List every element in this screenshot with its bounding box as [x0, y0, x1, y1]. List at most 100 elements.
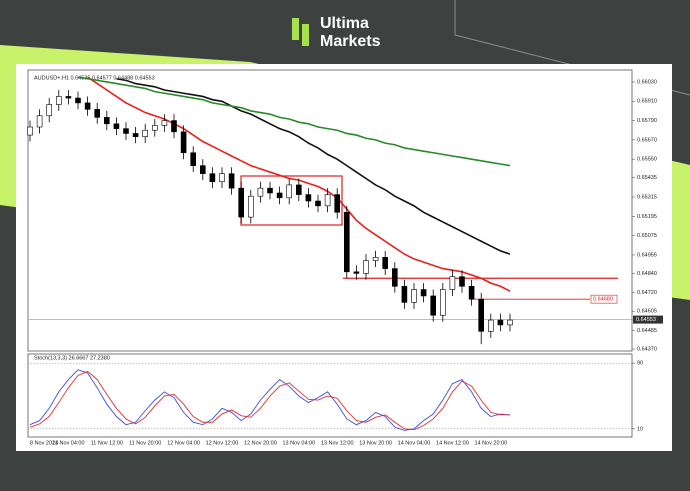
y-tick-label: 0.66030 [637, 79, 657, 85]
logo-bar [302, 24, 309, 46]
candle-body [209, 173, 216, 183]
y-tick-label: 0.65435 [637, 175, 657, 181]
y-tick-label: 0.65790 [637, 118, 657, 124]
candle-body [391, 268, 398, 287]
candle-body [248, 195, 254, 218]
candle-body [36, 115, 43, 128]
y-tick-label: 0.64720 [637, 290, 657, 296]
candle-body [123, 128, 129, 134]
candle-body [238, 187, 244, 218]
y-tick-label: 0.64370 [637, 346, 657, 352]
candle-body [161, 120, 168, 126]
candle-body [257, 187, 264, 197]
indicator-title: Stoch(13,3,3) 26.6667 27.2380 [34, 355, 110, 361]
candle-body [55, 96, 62, 105]
candle-body [286, 184, 293, 199]
candle-body [46, 104, 53, 117]
candle-body [276, 192, 283, 199]
x-tick-label: 14 Nov 12:00 [436, 440, 469, 446]
current-price-label: 0.64553 [636, 317, 656, 323]
candle-body [219, 173, 225, 183]
y-tick-label: 90 [637, 361, 643, 367]
candle-body [353, 271, 360, 274]
candle-body [487, 319, 494, 332]
candle-body [478, 298, 485, 332]
y-tick-label: 0.65550 [637, 157, 657, 163]
x-tick-label: 11 Nov 04:00 [52, 440, 84, 446]
y-tick-label: 0.65315 [637, 194, 657, 200]
candle-body [180, 131, 187, 154]
candle-body [497, 319, 504, 326]
indicator-line [77, 76, 511, 167]
x-tick-label: 13 Nov 20:00 [359, 440, 392, 446]
candle-body [420, 289, 427, 297]
indicator-line [29, 370, 510, 431]
candle-body [468, 285, 475, 300]
x-tick-label: 12 Nov 20:00 [244, 440, 277, 446]
plot: 0.66030 0.65910 0.65790 0.65670 0.65550 0.654… [27, 76, 663, 446]
y-tick-label: 0.64605 [637, 309, 657, 315]
chart-title: AUDUSD+,H1 0.64535 0.64577 0.64488 0.645… [34, 75, 155, 81]
y-tick-label: 0.64955 [637, 252, 657, 258]
y-tick-label: 0.65195 [637, 214, 657, 220]
candle-body [430, 295, 437, 316]
x-tick-label: 11 Nov 12:00 [91, 440, 123, 446]
y-tick-label: 0.65910 [637, 99, 657, 105]
candle-body [372, 257, 379, 261]
brand-line: Ultima [320, 15, 369, 32]
candle-body [190, 152, 196, 166]
x-tick-label: 13 Nov 12:00 [321, 440, 354, 446]
stoch-frame [27, 353, 633, 438]
brand-line: Markets [320, 33, 381, 50]
candle-body [228, 173, 235, 189]
candle-body [75, 97, 81, 104]
candle-body [363, 260, 369, 274]
candle-body [305, 194, 312, 202]
candle-body [171, 120, 177, 133]
x-tick-label: 11 Nov 20:00 [129, 440, 161, 446]
y-tick-label: 0.64840 [637, 271, 657, 277]
y-tick-label: 0.65670 [637, 137, 657, 143]
logo: Ultima Markets [292, 15, 381, 50]
current-price-box [633, 315, 663, 324]
candle-body [200, 165, 206, 174]
candle-body [439, 289, 446, 316]
x-tick-label: 12 Nov 04:00 [167, 440, 200, 446]
candle-body [94, 109, 100, 118]
candle-body [324, 194, 331, 207]
x-tick-label: 8 Nov 2024 [30, 440, 58, 446]
marked-label: 0.64680 [593, 297, 613, 303]
indicator-line [116, 77, 511, 255]
candle-body [104, 117, 110, 125]
candle-body [142, 129, 148, 137]
candle-body [152, 125, 158, 131]
candle-body [401, 285, 408, 303]
indicator-line [29, 369, 511, 431]
candle-body [27, 126, 33, 136]
candle-body [113, 123, 120, 129]
x-tick-label: 14 Nov 20:00 [474, 440, 507, 446]
x-tick-label: 14 Nov 04:00 [398, 440, 431, 446]
main-frame [27, 69, 633, 352]
y-tick-label: 10 [637, 426, 643, 432]
candle-body [267, 187, 273, 194]
candle-body [334, 194, 341, 213]
candle-body [132, 133, 139, 137]
marked-label-box [590, 294, 618, 304]
y-tick-label: 0.64485 [637, 328, 657, 334]
x-tick-label: 13 Nov 04:00 [282, 440, 315, 446]
candle-body [411, 289, 417, 303]
candle-body [84, 102, 91, 110]
candle-body [65, 96, 72, 99]
y-tick-label: 0.65075 [637, 233, 657, 239]
candle-body [459, 276, 465, 287]
candle-body [315, 200, 321, 207]
logo-bar [292, 18, 299, 40]
candle-body [507, 319, 513, 326]
candle-body [295, 184, 302, 195]
candle-body [449, 276, 456, 290]
candle-body [382, 257, 389, 269]
candle-body [343, 211, 350, 273]
